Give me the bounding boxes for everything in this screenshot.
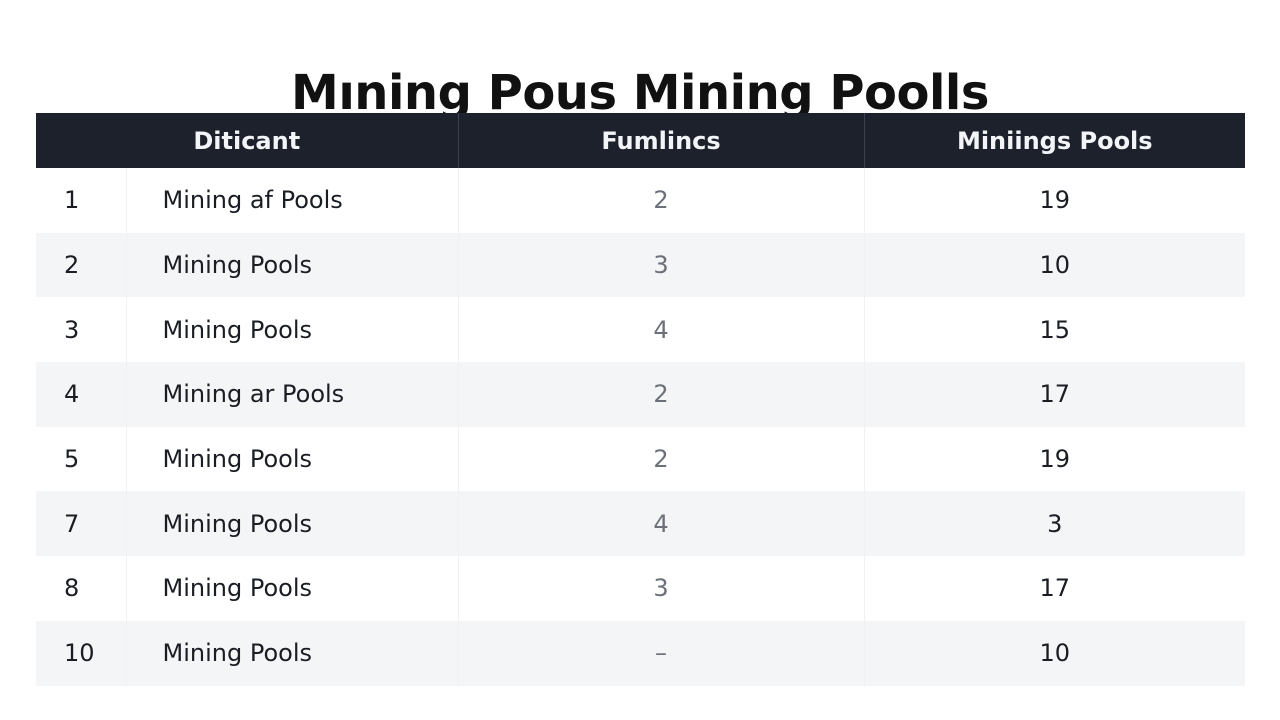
row-index-cell: 5 — [36, 426, 127, 492]
row-name-cell: Mining Pools — [126, 620, 459, 686]
column-header-miniings-pools[interactable]: Miniings Pools — [864, 113, 1246, 168]
table-header: Diticant Fumlincs Miniings Pools — [36, 113, 1246, 168]
table-row[interactable]: 2 Mining Pools 3 10 — [36, 232, 1246, 298]
row-pools-cell: 10 — [864, 232, 1246, 298]
row-pools-cell: 3 — [864, 491, 1246, 557]
row-fumlincs-cell: – — [458, 620, 865, 686]
row-fumlincs-cell: 3 — [458, 556, 865, 621]
row-fumlincs-cell: 2 — [458, 362, 865, 427]
row-name-cell: Mining ar Pools — [126, 362, 459, 427]
row-index-cell: 8 — [36, 556, 127, 621]
row-name-cell: Mining Pools — [126, 232, 459, 298]
row-index-cell: 4 — [36, 362, 127, 427]
row-name-cell: Mining Pools — [126, 426, 459, 492]
row-name-cell: Mining Pools — [126, 556, 459, 621]
row-index-cell: 2 — [36, 232, 127, 298]
table-row[interactable]: 5 Mining Pools 2 19 — [36, 426, 1246, 492]
row-fumlincs-cell: 4 — [458, 491, 865, 557]
table-row[interactable]: 8 Mining Pools 3 17 — [36, 556, 1246, 621]
page-title: Mıning Pous Mining Poolls — [291, 65, 989, 122]
table-row[interactable]: 7 Mining Pools 4 3 — [36, 491, 1246, 557]
table-row[interactable]: 1 Mining af Pools 2 19 — [36, 168, 1246, 233]
table-body: 1 Mining af Pools 2 19 2 Mining Pools 3 10 3 Mini… — [36, 168, 1246, 686]
row-name-cell: Mining af Pools — [126, 168, 459, 233]
table-row[interactable]: 3 Mining Pools 4 15 — [36, 297, 1246, 363]
column-header-diticant[interactable]: Diticant — [36, 113, 459, 168]
table-row[interactable]: 4 Mining ar Pools 2 17 — [36, 362, 1246, 427]
row-index-cell: 10 — [36, 620, 127, 686]
row-pools-cell: 17 — [864, 556, 1246, 621]
row-fumlincs-cell: 2 — [458, 426, 865, 492]
row-name-cell: Mining Pools — [126, 297, 459, 363]
row-index-cell: 1 — [36, 168, 127, 233]
row-pools-cell: 10 — [864, 620, 1246, 686]
row-index-cell: 7 — [36, 491, 127, 557]
row-pools-cell: 19 — [864, 426, 1246, 492]
row-pools-cell: 17 — [864, 362, 1246, 427]
header-row: Diticant Fumlincs Miniings Pools — [36, 113, 1246, 168]
row-pools-cell: 19 — [864, 168, 1246, 233]
row-index-cell: 3 — [36, 297, 127, 363]
mining-pools-table: Diticant Fumlincs Miniings Pools 1 Mining… — [36, 113, 1246, 686]
row-fumlincs-cell: 3 — [458, 232, 865, 298]
row-fumlincs-cell: 2 — [458, 168, 865, 233]
column-header-fumlincs[interactable]: Fumlincs — [458, 113, 865, 168]
row-pools-cell: 15 — [864, 297, 1246, 363]
row-fumlincs-cell: 4 — [458, 297, 865, 363]
table-row[interactable]: 10 Mining Pools –10 — [36, 620, 1246, 686]
row-name-cell: Mining Pools — [126, 491, 459, 557]
